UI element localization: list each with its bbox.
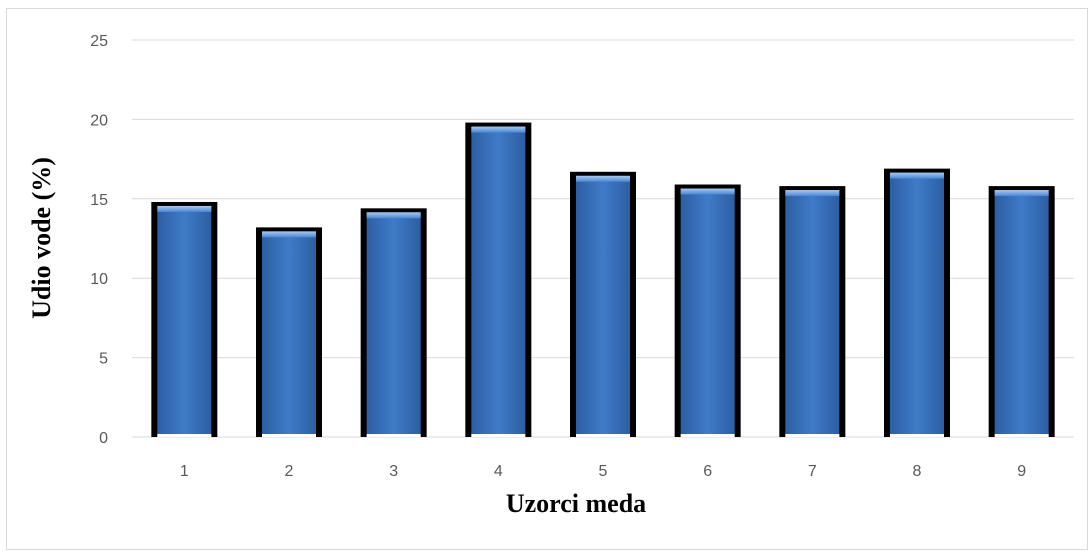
bar-fill <box>262 231 316 437</box>
bar-base <box>680 434 735 437</box>
bar-fill <box>994 190 1049 437</box>
bar-3 <box>360 208 427 437</box>
bar-fill <box>576 175 630 437</box>
x-axis-ticks: 1 2 3 4 5 6 7 8 9 <box>180 463 1026 480</box>
bar-9 <box>988 186 1055 437</box>
bar-8 <box>884 168 950 438</box>
bar-base <box>366 434 421 437</box>
bar-highlight <box>157 205 212 212</box>
bar-fill <box>157 205 212 437</box>
y-axis-title: Udio vode (%) <box>27 157 56 319</box>
bar-highlight <box>366 212 421 219</box>
y-tick-label: 0 <box>99 430 108 447</box>
x-tick-label: 2 <box>285 463 294 480</box>
y-tick-label: 20 <box>90 112 108 129</box>
bar-base <box>785 434 840 437</box>
x-tick-label: 5 <box>599 463 608 480</box>
bar-fill <box>471 126 526 438</box>
bar-2 <box>256 227 322 437</box>
bar-base <box>262 434 316 437</box>
x-tick-label: 8 <box>913 463 922 480</box>
bars <box>151 122 1055 438</box>
bar-fill <box>680 188 735 437</box>
bar-highlight <box>785 190 840 197</box>
y-tick-label: 25 <box>90 33 108 50</box>
x-tick-label: 3 <box>389 463 398 480</box>
bar-highlight <box>680 188 735 195</box>
bar-base <box>576 434 630 437</box>
bar-fill <box>890 172 944 438</box>
x-tick-label: 4 <box>494 463 503 480</box>
bar-highlight <box>471 126 526 133</box>
x-axis-title: Uzorci meda <box>506 489 646 518</box>
bar-highlight <box>994 190 1049 197</box>
bar-base <box>994 434 1049 437</box>
y-tick-label: 5 <box>99 351 108 368</box>
bar-fill <box>366 212 421 437</box>
bar-4 <box>465 122 532 438</box>
bar-fill <box>785 190 840 437</box>
bar-1 <box>151 201 218 437</box>
y-tick-label: 15 <box>90 192 108 209</box>
bar-6 <box>674 184 741 437</box>
bar-5 <box>570 171 636 437</box>
bar-base <box>890 434 944 437</box>
x-tick-label: 6 <box>703 463 712 480</box>
bar-highlight <box>576 175 630 182</box>
bar-base <box>471 434 526 437</box>
bar-highlight <box>890 172 944 179</box>
y-axis-ticks: 0 5 10 15 20 25 <box>90 33 108 447</box>
bar-7 <box>779 186 846 437</box>
x-tick-label: 9 <box>1017 463 1026 480</box>
y-tick-label: 10 <box>90 271 108 288</box>
x-tick-label: 7 <box>808 463 817 480</box>
x-tick-label: 1 <box>180 463 189 480</box>
bar-highlight <box>262 231 316 238</box>
bar-base <box>157 434 212 437</box>
